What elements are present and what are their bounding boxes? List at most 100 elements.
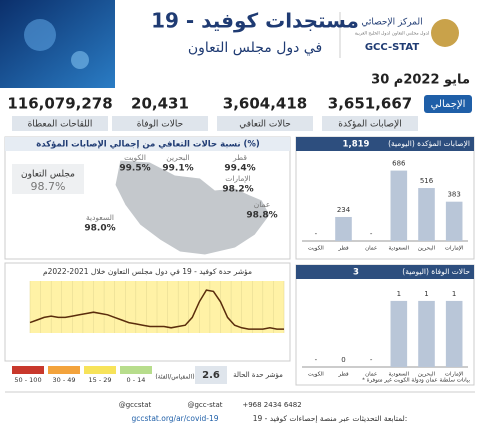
gcc-value: 98.7% xyxy=(31,180,66,193)
current-box xyxy=(195,366,227,384)
bar xyxy=(445,201,463,241)
total-label-box xyxy=(12,116,108,131)
virus-icon xyxy=(24,19,56,51)
value-label: 0 xyxy=(341,356,345,364)
country-value: 99.4% xyxy=(224,164,255,174)
org-name: المركز الإحصائي xyxy=(361,18,422,28)
virus-icon xyxy=(71,51,89,69)
bar xyxy=(390,300,408,367)
chart-header xyxy=(296,265,474,279)
country-value: 98.8% xyxy=(246,211,277,221)
total-label-box xyxy=(217,116,313,131)
x-tick-label: السعودية xyxy=(389,246,410,252)
totals-label: الإجمالي xyxy=(431,99,466,110)
chart-title: الإصابات المؤكدة (اليومية) xyxy=(388,139,470,148)
total-label: الإصابات المؤكدة xyxy=(338,120,401,130)
country-value: 99.1% xyxy=(162,164,193,174)
totals-button xyxy=(424,95,472,113)
legend-title: (المقياس/الفئة) xyxy=(155,374,194,381)
total-label-box xyxy=(322,116,418,131)
x-tick-label: عمان xyxy=(365,372,377,378)
chart-title: حالات الوفاة (اليومية) xyxy=(402,267,470,276)
chart-title: مؤشر حدة كوفيد - 19 في دول مجلس التعاون … xyxy=(43,267,252,276)
legend-swatch xyxy=(48,366,80,374)
total-value: 3,604,418 xyxy=(223,95,307,113)
total-value: 3,651,667 xyxy=(328,95,412,113)
legend-label: 0 - 14 xyxy=(127,376,146,384)
bar xyxy=(418,300,435,367)
country-name: عمان xyxy=(254,200,271,209)
x-tick-label: الإمارات xyxy=(445,372,464,378)
current-label: مؤشر حدة الحالة xyxy=(233,371,283,379)
current-value: 2.6 xyxy=(202,370,220,381)
value-label: - xyxy=(370,230,373,238)
country-name: البحرين xyxy=(166,153,189,162)
total-label: اللقاحات المعطاة xyxy=(28,120,93,130)
title: مستجدات كوفيد - 19 xyxy=(151,9,359,33)
country-name: الكويت xyxy=(124,153,146,162)
value-label: - xyxy=(370,356,373,364)
country-name: قطر xyxy=(232,153,247,162)
x-tick-label: البحرين xyxy=(418,372,436,378)
value-label: 234 xyxy=(337,206,351,214)
x-tick-label: الكويت xyxy=(308,245,324,252)
x-tick-label: السعودية xyxy=(389,372,410,378)
x-tick-label: قطر xyxy=(337,246,349,252)
chart-panel xyxy=(295,136,475,260)
value-label: 1 xyxy=(452,290,456,298)
map-panel-header xyxy=(5,137,290,151)
logo-emblem xyxy=(431,19,459,47)
legend-swatch xyxy=(120,366,152,374)
value-label: 1 xyxy=(397,290,401,298)
footer-phone: +968 2434 6482 xyxy=(242,401,301,409)
note: * بيانات سلطنة عمان ودولة الكويت غير متو… xyxy=(362,377,470,384)
footer-text: لمتابعة التحديثات عبر منصة إحصاءات كوفيد… xyxy=(253,414,408,423)
x-tick-label: قطر xyxy=(337,372,349,378)
total-label-box xyxy=(112,116,208,131)
legend-swatch xyxy=(12,366,44,374)
value-label: - xyxy=(315,230,318,238)
country-name: الإمارات xyxy=(225,174,250,183)
value-label: 383 xyxy=(447,191,460,199)
map-shape xyxy=(114,159,271,256)
map-title: نسبة حالات التعافي من إجمالي الإصابات ال… xyxy=(36,140,260,150)
x-tick-label: عمان xyxy=(365,246,377,252)
country-value: 98.2% xyxy=(222,185,253,195)
legend-label: 50 - 100 xyxy=(14,376,41,384)
subtitle: في دول مجلس التعاون xyxy=(188,40,322,56)
chart-panel xyxy=(295,264,475,386)
bar xyxy=(335,216,352,241)
legend-label: 30 - 49 xyxy=(52,376,75,384)
x-tick-label: الإمارات xyxy=(445,246,464,252)
bar xyxy=(390,170,408,241)
country-name: السعودية xyxy=(86,213,114,222)
date: 30 مايو 2022م xyxy=(371,73,470,88)
x-tick-label: الكويت xyxy=(308,371,324,378)
org-short: GCC-STAT xyxy=(365,42,419,53)
chart-total: 3 xyxy=(353,268,359,278)
legend-swatch xyxy=(84,366,116,374)
value-label: - xyxy=(315,356,318,364)
total-value: 20,431 xyxy=(131,95,189,113)
footer-instagram: @gcc-stat xyxy=(187,401,222,409)
value-label: 686 xyxy=(392,160,406,168)
value-label: 1 xyxy=(424,290,428,298)
org-subtitle: لدول مجلس التعاون لدول الخليج العربية xyxy=(355,32,430,37)
legend-label: 15 - 29 xyxy=(88,376,111,384)
total-value: 116,079,278 xyxy=(7,95,112,113)
footer-twitter: @gccstat xyxy=(119,401,152,409)
bar xyxy=(445,300,463,367)
gcc-label: مجلس التعاون xyxy=(21,170,75,180)
footer-url: gccstat.org/ar/covid-19 xyxy=(131,414,218,423)
country-value: 99.5% xyxy=(119,164,150,174)
header-image xyxy=(0,0,115,88)
line xyxy=(29,289,284,330)
x-tick-label: البحرين xyxy=(418,246,436,252)
country-value: 98.0% xyxy=(84,224,115,234)
gcc-box xyxy=(12,164,84,194)
total-label: حالات التعافي xyxy=(239,120,291,130)
bar xyxy=(418,188,435,241)
chart-header xyxy=(296,137,474,151)
total-label: حالات الوفاة xyxy=(137,120,183,130)
